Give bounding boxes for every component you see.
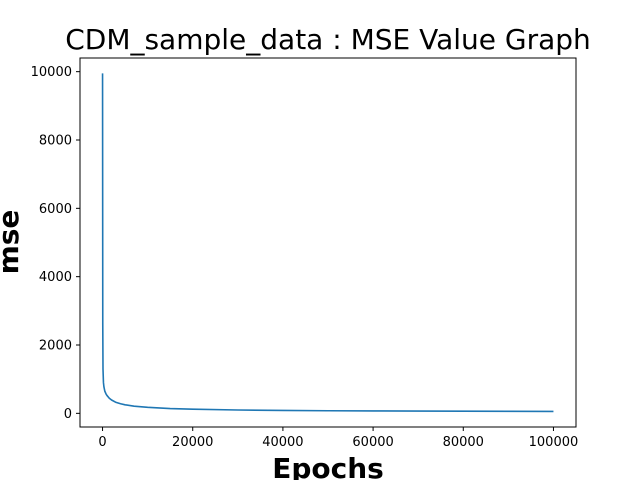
x-axis: 0 20000 40000 60000 80000 100000 — [98, 427, 578, 450]
y-tick-label: 8000 — [39, 134, 72, 149]
x-tick-label: 100000 — [529, 435, 579, 450]
x-axis-label: Epochs — [272, 452, 384, 480]
plot-area — [101, 73, 554, 413]
chart-title: CDM_sample_data : MSE Value Graph — [65, 23, 591, 56]
y-axis: 0 2000 4000 6000 8000 10000 — [31, 65, 80, 422]
x-tick-label: 0 — [98, 435, 106, 450]
x-tick-label: 80000 — [443, 435, 484, 450]
y-tick-label: 2000 — [39, 339, 72, 354]
x-tick-label: 60000 — [352, 435, 393, 450]
x-tick-label: 40000 — [262, 435, 303, 450]
x-tick-label: 20000 — [172, 435, 213, 450]
y-tick-label: 6000 — [39, 202, 72, 217]
y-tick-label: 0 — [64, 407, 72, 422]
y-axis-label: mse — [0, 210, 25, 275]
series-line-0 — [101, 73, 554, 413]
y-tick-label: 10000 — [31, 65, 72, 80]
plot-frame — [79, 57, 577, 428]
y-tick-label: 4000 — [39, 270, 72, 285]
